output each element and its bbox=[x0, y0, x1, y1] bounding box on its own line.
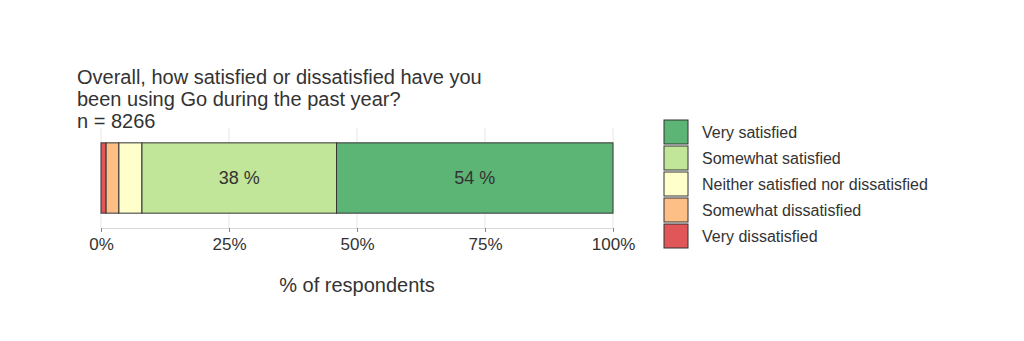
x-axis-title: % of respondents bbox=[279, 274, 435, 296]
legend-label: Very satisfied bbox=[702, 124, 797, 141]
legend-swatch bbox=[664, 120, 688, 144]
tick-label: 75% bbox=[468, 235, 502, 254]
bar-segment bbox=[101, 143, 106, 213]
title: Overall, how satisfied or dissatisfied h… bbox=[77, 66, 482, 110]
tick: 100% bbox=[592, 228, 635, 254]
bar-segment bbox=[337, 143, 613, 213]
tick-mark bbox=[485, 228, 486, 232]
grid bbox=[101, 128, 613, 228]
tick-mark bbox=[229, 228, 230, 232]
tick: 75% bbox=[468, 228, 502, 254]
bar-segment bbox=[142, 143, 337, 213]
tick-label: 25% bbox=[212, 235, 246, 254]
legend-swatch bbox=[664, 224, 688, 248]
legend-label: Neither satisfied nor dissatisfied bbox=[702, 176, 928, 193]
legend-swatch bbox=[664, 146, 688, 170]
tick: 50% bbox=[340, 228, 374, 254]
tick-label: 50% bbox=[340, 235, 374, 254]
data-label: 54 % bbox=[454, 168, 495, 188]
tick: 0% bbox=[89, 228, 114, 254]
tick: 25% bbox=[212, 228, 246, 254]
legend-swatch bbox=[664, 198, 688, 222]
legend-swatch bbox=[664, 172, 688, 196]
tick-mark bbox=[613, 228, 614, 232]
data-labels: 38 % 54 % bbox=[219, 168, 496, 188]
bar-segment bbox=[119, 143, 142, 213]
bars bbox=[101, 143, 613, 213]
chart: Overall, how satisfied or dissatisfied h… bbox=[0, 0, 1024, 341]
legend-label: Somewhat satisfied bbox=[702, 150, 841, 167]
legend-label: Somewhat dissatisfied bbox=[702, 202, 861, 219]
legend: Very satisfied Somewhat satisfied Neither … bbox=[664, 120, 928, 248]
tick-label: 100% bbox=[592, 235, 635, 254]
tick-label: 0% bbox=[89, 235, 114, 254]
subtitle: n = 8266 bbox=[77, 110, 155, 132]
data-label: 38 % bbox=[219, 168, 260, 188]
x-axis: 0% 25% 50% 75% 100% bbox=[89, 228, 635, 254]
tick-mark bbox=[357, 228, 358, 232]
tick-mark bbox=[101, 228, 102, 232]
legend-label: Very dissatisfied bbox=[702, 228, 818, 245]
bar-segment bbox=[106, 143, 119, 213]
